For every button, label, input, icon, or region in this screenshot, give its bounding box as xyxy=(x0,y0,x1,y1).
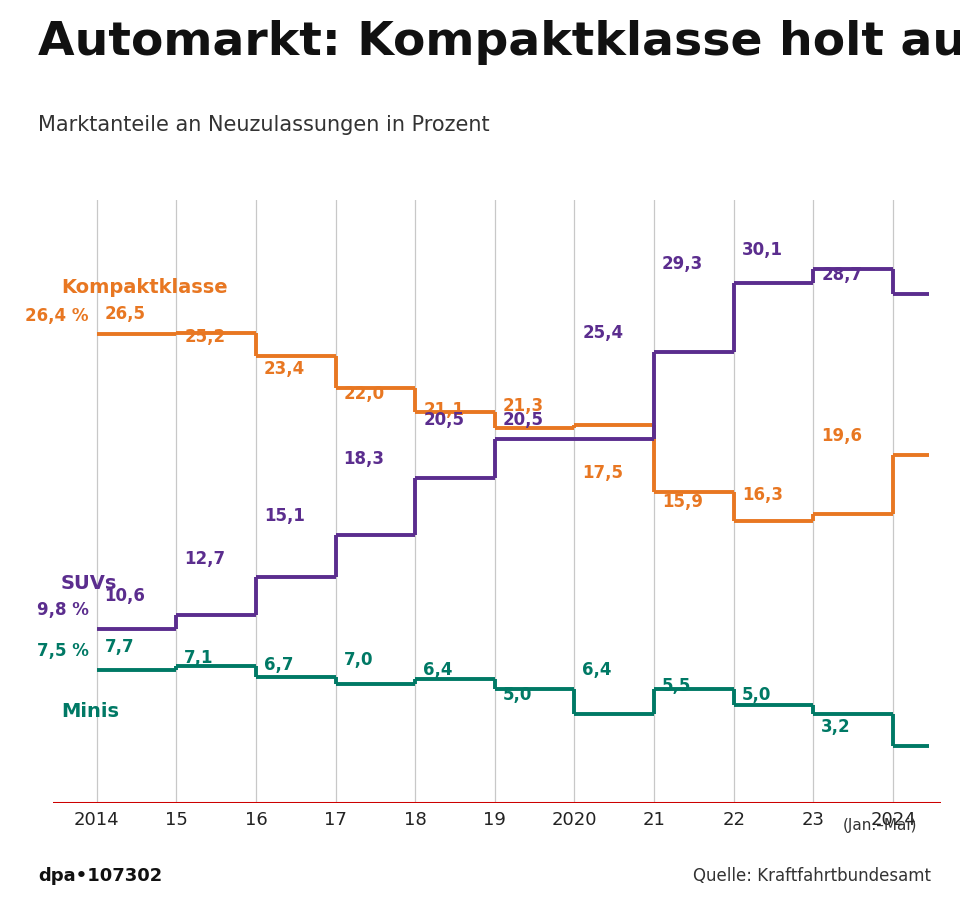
Text: 6,4: 6,4 xyxy=(423,661,452,679)
Text: SUVs: SUVs xyxy=(60,574,117,593)
Text: 28,7: 28,7 xyxy=(822,266,862,284)
Text: 20,5: 20,5 xyxy=(503,411,543,429)
Text: 22,0: 22,0 xyxy=(344,385,385,403)
Text: 25,2: 25,2 xyxy=(184,328,226,346)
Text: 5,0: 5,0 xyxy=(503,687,532,704)
Text: 30,1: 30,1 xyxy=(742,241,782,259)
Text: 7,7: 7,7 xyxy=(105,639,134,657)
Text: 7,0: 7,0 xyxy=(344,650,373,668)
Text: 21,3: 21,3 xyxy=(503,397,544,415)
Text: 21,1: 21,1 xyxy=(423,401,464,419)
Text: 15,1: 15,1 xyxy=(264,507,304,525)
Text: 15,9: 15,9 xyxy=(662,493,703,511)
Text: 17,5: 17,5 xyxy=(583,464,623,483)
Text: 16,3: 16,3 xyxy=(742,486,782,503)
Text: Marktanteile an Neuzulassungen in Prozent: Marktanteile an Neuzulassungen in Prozen… xyxy=(38,115,490,135)
Text: Quelle: Kraftfahrtbundesamt: Quelle: Kraftfahrtbundesamt xyxy=(693,867,931,885)
Text: 19,6: 19,6 xyxy=(822,427,862,445)
Text: Minis: Minis xyxy=(60,702,119,721)
Text: 25,4: 25,4 xyxy=(583,325,624,342)
Text: 3,2: 3,2 xyxy=(822,718,851,736)
Text: 18,3: 18,3 xyxy=(344,450,385,468)
Text: 23,4: 23,4 xyxy=(264,360,305,378)
Text: 10,6: 10,6 xyxy=(105,587,146,605)
Text: 6,4: 6,4 xyxy=(583,661,612,679)
Text: 26,4 %: 26,4 % xyxy=(25,307,88,325)
Text: dpa•107302: dpa•107302 xyxy=(38,867,162,885)
Text: 9,8 %: 9,8 % xyxy=(36,601,88,619)
Text: 20,5: 20,5 xyxy=(423,411,464,429)
Text: Automarkt: Kompaktklasse holt auf: Automarkt: Kompaktklasse holt auf xyxy=(38,20,960,65)
Text: 7,1: 7,1 xyxy=(184,649,214,667)
Text: 7,5 %: 7,5 % xyxy=(36,642,88,660)
Text: 26,5: 26,5 xyxy=(105,305,146,323)
Text: 5,0: 5,0 xyxy=(742,687,771,704)
Text: 5,5: 5,5 xyxy=(662,678,691,696)
Text: 12,7: 12,7 xyxy=(184,550,226,568)
Text: (Jan.–Mai): (Jan.–Mai) xyxy=(842,818,917,834)
Text: Kompaktklasse: Kompaktklasse xyxy=(60,278,228,297)
Text: 6,7: 6,7 xyxy=(264,656,294,674)
Text: 29,3: 29,3 xyxy=(662,255,704,273)
